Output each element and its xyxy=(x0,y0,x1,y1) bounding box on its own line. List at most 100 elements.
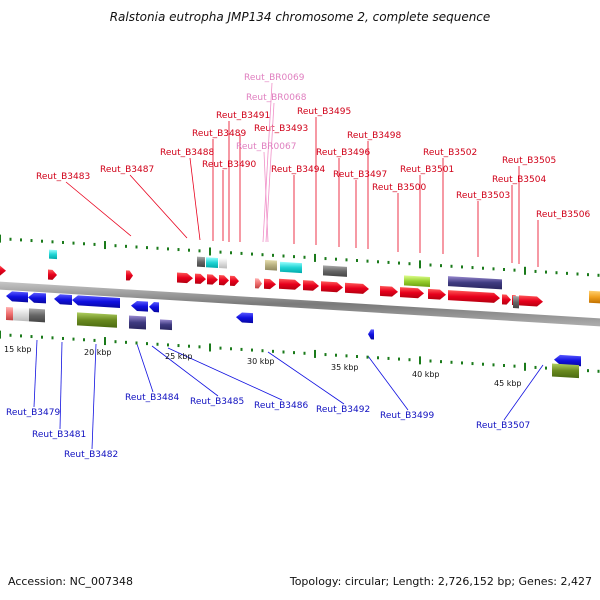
gene-label-reverse[interactable]: Reut_B3486 xyxy=(254,401,308,411)
gene-feature-box[interactable] xyxy=(197,256,205,268)
gene-feature-box[interactable] xyxy=(49,249,57,260)
map-title: Ralstonia eutropha JMP134 chromosome 2, … xyxy=(109,10,491,24)
rna-leader-line xyxy=(263,151,269,243)
gene-forward-arrow[interactable] xyxy=(279,278,301,290)
gene-feature-box[interactable] xyxy=(552,363,579,379)
gene-reverse-arrow[interactable] xyxy=(368,329,374,340)
gene-leader-line xyxy=(267,351,345,405)
accession-label: Accession: NC_007348 xyxy=(8,575,134,588)
gene-feature-box[interactable] xyxy=(160,319,172,331)
gene-forward-arrow[interactable] xyxy=(345,282,369,294)
gene-label-forward[interactable]: Reut_B3506 xyxy=(536,210,590,220)
scale-tick-label: 45 kbp xyxy=(494,379,522,388)
scale-tick-label: 25 kbp xyxy=(165,352,193,361)
gene-label-forward[interactable]: Reut_B3500 xyxy=(372,183,426,193)
gene-reverse-arrow[interactable] xyxy=(149,302,159,313)
gene-reverse-arrow[interactable] xyxy=(236,312,253,324)
gene-leader-line xyxy=(33,339,38,408)
gene-feature-box[interactable] xyxy=(323,265,347,277)
rna-label[interactable]: Reut_BR0069 xyxy=(244,73,305,83)
gene-forward-arrow[interactable] xyxy=(48,269,57,280)
gene-feature-box[interactable] xyxy=(77,312,117,328)
gene-feature-box[interactable] xyxy=(513,296,519,309)
gene-leader-line xyxy=(167,347,283,401)
rna-label[interactable]: Reut_BR0067 xyxy=(236,142,296,152)
rna-label[interactable]: Reut_BR0068 xyxy=(246,93,307,103)
scale-tick-label: 35 kbp xyxy=(331,363,359,372)
gene-leader-line xyxy=(59,341,63,430)
gene-forward-arrow[interactable] xyxy=(502,294,511,305)
gene-label-forward[interactable]: Reut_B3501 xyxy=(400,165,454,175)
gene-label-forward[interactable]: Reut_B3494 xyxy=(271,165,325,175)
gene-label-forward[interactable]: Reut_B3498 xyxy=(347,131,401,141)
gene-feature-box[interactable] xyxy=(129,315,146,330)
gene-label-reverse[interactable]: Reut_B3484 xyxy=(125,393,179,403)
gene-label-forward[interactable]: Reut_B3502 xyxy=(423,148,477,158)
gene-leader-line xyxy=(65,181,132,237)
gene-reverse-arrow[interactable] xyxy=(72,295,120,308)
gene-feature-box[interactable] xyxy=(265,259,277,271)
gene-forward-arrow[interactable] xyxy=(230,275,239,286)
gene-label-reverse[interactable]: Reut_B3481 xyxy=(32,430,86,440)
gene-forward-arrow[interactable] xyxy=(448,290,500,303)
gene-feature-box[interactable] xyxy=(29,308,45,323)
gene-forward-arrow[interactable] xyxy=(303,280,319,291)
gene-reverse-arrow[interactable] xyxy=(554,354,581,367)
gene-label-forward[interactable]: Reut_B3487 xyxy=(100,165,154,175)
gene-label-forward[interactable]: Reut_B3489 xyxy=(192,129,246,139)
topology-summary: Topology: circular; Length: 2,726,152 bp… xyxy=(289,575,592,588)
gene-reverse-arrow[interactable] xyxy=(28,292,46,304)
gene-label-forward[interactable]: Reut_B3503 xyxy=(456,191,510,201)
gene-leader-line xyxy=(136,343,154,393)
gene-forward-arrow[interactable] xyxy=(177,272,193,284)
gene-label-reverse[interactable]: Reut_B3507 xyxy=(476,421,530,431)
gene-forward-arrow[interactable] xyxy=(195,273,206,284)
gene-feature-box[interactable] xyxy=(280,261,302,274)
gene-forward-arrow[interactable] xyxy=(264,278,276,290)
gene-forward-arrow[interactable] xyxy=(219,275,229,286)
gene-reverse-arrow[interactable] xyxy=(54,294,72,306)
gene-reverse-arrow[interactable] xyxy=(131,301,148,312)
gene-forward-arrow[interactable] xyxy=(126,270,133,281)
gene-label-forward[interactable]: Reut_B3488 xyxy=(160,148,214,158)
gene-feature-box[interactable] xyxy=(13,307,29,322)
gene-label-forward[interactable]: Reut_B3496 xyxy=(316,148,370,158)
gene-forward-arrow[interactable] xyxy=(428,288,446,300)
gene-label-forward[interactable]: Reut_B3497 xyxy=(333,170,387,180)
gene-leader-line xyxy=(189,157,201,241)
gene-feature-box[interactable] xyxy=(404,275,430,287)
gene-label-forward[interactable]: Reut_B3491 xyxy=(216,111,270,121)
gene-forward-arrow[interactable] xyxy=(207,274,218,285)
gene-forward-arrow[interactable] xyxy=(400,287,424,299)
gene-forward-arrow[interactable] xyxy=(321,281,343,293)
gene-leader-line xyxy=(129,174,188,239)
gene-leader-line xyxy=(503,364,544,421)
gene-feature-box[interactable] xyxy=(219,258,227,269)
gene-forward-arrow[interactable] xyxy=(519,295,543,307)
rna-leader-line xyxy=(262,82,273,243)
gene-label-reverse[interactable]: Reut_B3482 xyxy=(64,450,118,460)
gene-forward-arrow[interactable] xyxy=(255,278,262,289)
gene-label-forward[interactable]: Reut_B3495 xyxy=(297,107,351,117)
scale-tick-label: 30 kbp xyxy=(247,357,275,366)
gene-feature-box[interactable] xyxy=(206,257,218,268)
gene-label-reverse[interactable]: Reut_B3492 xyxy=(316,405,370,415)
gene-label-reverse[interactable]: Reut_B3479 xyxy=(6,408,60,418)
gene-label-forward[interactable]: Reut_B3493 xyxy=(254,124,308,134)
gene-label-forward[interactable]: Reut_B3505 xyxy=(502,156,556,166)
gene-forward-arrow[interactable] xyxy=(380,285,398,297)
gene-leader-line xyxy=(91,343,97,450)
chromosome-backbone xyxy=(0,281,600,327)
gene-feature-box[interactable] xyxy=(589,290,600,304)
gene-forward-arrow[interactable] xyxy=(0,265,6,276)
gene-reverse-arrow[interactable] xyxy=(6,291,28,303)
gene-feature-box[interactable] xyxy=(6,306,13,321)
gene-label-forward[interactable]: Reut_B3483 xyxy=(36,172,90,182)
gene-feature-box[interactable] xyxy=(448,276,502,290)
gene-label-reverse[interactable]: Reut_B3485 xyxy=(190,397,244,407)
scale-tick-label: 40 kbp xyxy=(412,370,440,379)
gene-label-reverse[interactable]: Reut_B3499 xyxy=(380,411,434,421)
scale-tick-label: 15 kbp xyxy=(4,345,32,354)
